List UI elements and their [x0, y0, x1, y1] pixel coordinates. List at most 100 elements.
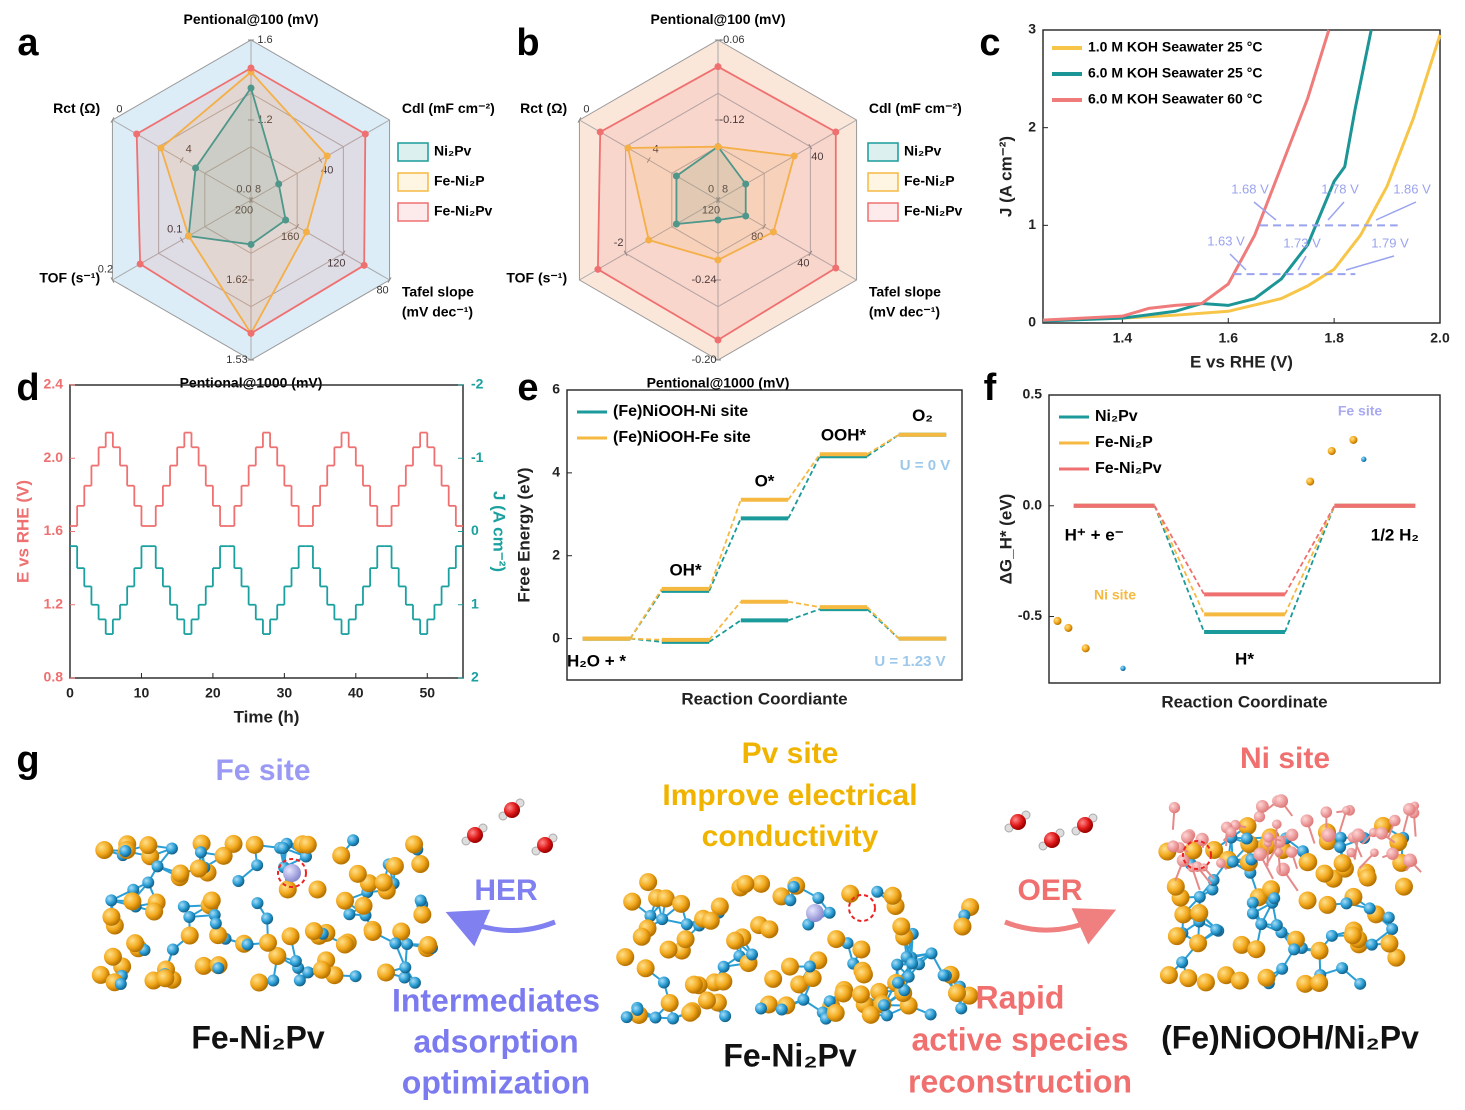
radar-point	[714, 63, 722, 71]
atom	[803, 969, 822, 988]
radar-tick-label: 0.0	[236, 184, 251, 196]
plot-frame	[1042, 29, 1441, 324]
atom	[1168, 801, 1181, 814]
radar-point	[624, 144, 632, 152]
atom	[419, 936, 438, 955]
atom	[258, 933, 277, 952]
atom	[1370, 848, 1379, 858]
atom	[214, 846, 233, 865]
legend-label: 6.0 M KOH Seawater 25 °C	[1088, 65, 1262, 81]
scheme-text: Fe-Ni₂Pv	[723, 1037, 857, 1073]
atom	[656, 913, 669, 926]
atom	[861, 1005, 880, 1024]
atom	[1340, 897, 1353, 910]
atom	[803, 960, 816, 973]
scheme-text: adsorption	[413, 1023, 578, 1059]
crystal-structure	[616, 873, 980, 1025]
oxygen	[1010, 814, 1026, 830]
atom	[312, 960, 331, 979]
atom	[302, 966, 315, 979]
y-axis-label: E vs RHE (V)	[13, 480, 32, 583]
line-series	[1042, 29, 1331, 322]
atom	[1270, 919, 1283, 932]
x-tick-label: 2.0	[1430, 330, 1450, 346]
atom	[1325, 929, 1338, 942]
radar-tick-label: 1.53	[226, 354, 247, 366]
radar-tick	[341, 250, 346, 257]
atom	[672, 894, 691, 913]
atom	[348, 864, 367, 883]
atom	[826, 1003, 845, 1022]
atom	[746, 948, 759, 961]
atom	[1389, 814, 1401, 827]
axis-label: TOF (s⁻¹)	[506, 270, 567, 286]
atom	[827, 930, 846, 949]
atom	[1349, 435, 1358, 444]
radar-point	[136, 260, 144, 268]
axis-label: Pentional@1000 (mV)	[180, 374, 323, 390]
atom	[289, 955, 302, 968]
atom	[102, 907, 121, 926]
scheme-text: Intermediates	[392, 982, 600, 1018]
atom	[308, 880, 327, 899]
atom	[335, 935, 354, 954]
atom	[1300, 814, 1314, 828]
atom	[851, 985, 870, 1004]
atom	[1358, 868, 1377, 887]
atom	[925, 947, 938, 960]
atom	[752, 874, 771, 893]
category-label: OOH*	[821, 426, 867, 445]
atom	[852, 940, 871, 959]
atom	[660, 993, 679, 1012]
radar-tick-label: 0.2	[98, 264, 113, 276]
y-tick-label: -0.5	[1018, 607, 1042, 623]
radar-point	[594, 265, 602, 273]
legend-label: Ni₂Pv	[1095, 408, 1138, 425]
scheme-text: Fe site	[215, 754, 310, 787]
atom	[278, 880, 297, 899]
radar-point	[742, 212, 750, 220]
atom	[947, 984, 966, 1003]
plot-frame	[1048, 394, 1441, 684]
energy-connector	[787, 455, 821, 519]
atom	[1246, 896, 1259, 909]
atom	[413, 905, 432, 924]
annotation: 1.73 V	[1283, 235, 1321, 250]
radar-tick-label: -0.12	[719, 114, 744, 126]
atom	[142, 876, 155, 889]
atom	[1334, 841, 1347, 854]
axis-label: Pentional@1000 (mV)	[647, 374, 790, 390]
scheme-text: (Fe)NiOOH/Ni₂Pv	[1161, 1019, 1419, 1055]
radar-point	[714, 143, 722, 151]
atom	[620, 1011, 633, 1024]
x-tick-label: 10	[134, 685, 150, 701]
atom	[1232, 935, 1251, 954]
atom	[1296, 974, 1315, 993]
atom	[123, 892, 142, 911]
atom	[1387, 948, 1406, 967]
atom	[680, 918, 693, 931]
atom	[1176, 956, 1189, 969]
x-tick-label: 1.6	[1219, 330, 1239, 346]
energy-connector	[1153, 505, 1205, 595]
atom	[1207, 873, 1220, 886]
atom	[924, 1008, 937, 1021]
atom	[1271, 819, 1282, 830]
radar-tick	[110, 277, 115, 283]
annotation: U = 0 V	[900, 457, 950, 474]
annotation: 1.86 V	[1393, 181, 1431, 196]
legend-label: Fe-Ni₂P	[434, 173, 485, 189]
atom	[1230, 971, 1249, 990]
radar-tick	[110, 117, 115, 123]
energy-connector	[708, 619, 742, 643]
atom	[212, 962, 225, 975]
energy-connector	[866, 433, 900, 455]
atom	[1315, 864, 1334, 883]
atom	[717, 960, 730, 973]
x-tick-label: 20	[205, 685, 221, 701]
scheme-text: HER	[474, 874, 538, 907]
oer-arrow	[1004, 908, 1117, 945]
atom	[1189, 934, 1208, 953]
atom	[854, 965, 873, 984]
atom	[656, 889, 675, 908]
